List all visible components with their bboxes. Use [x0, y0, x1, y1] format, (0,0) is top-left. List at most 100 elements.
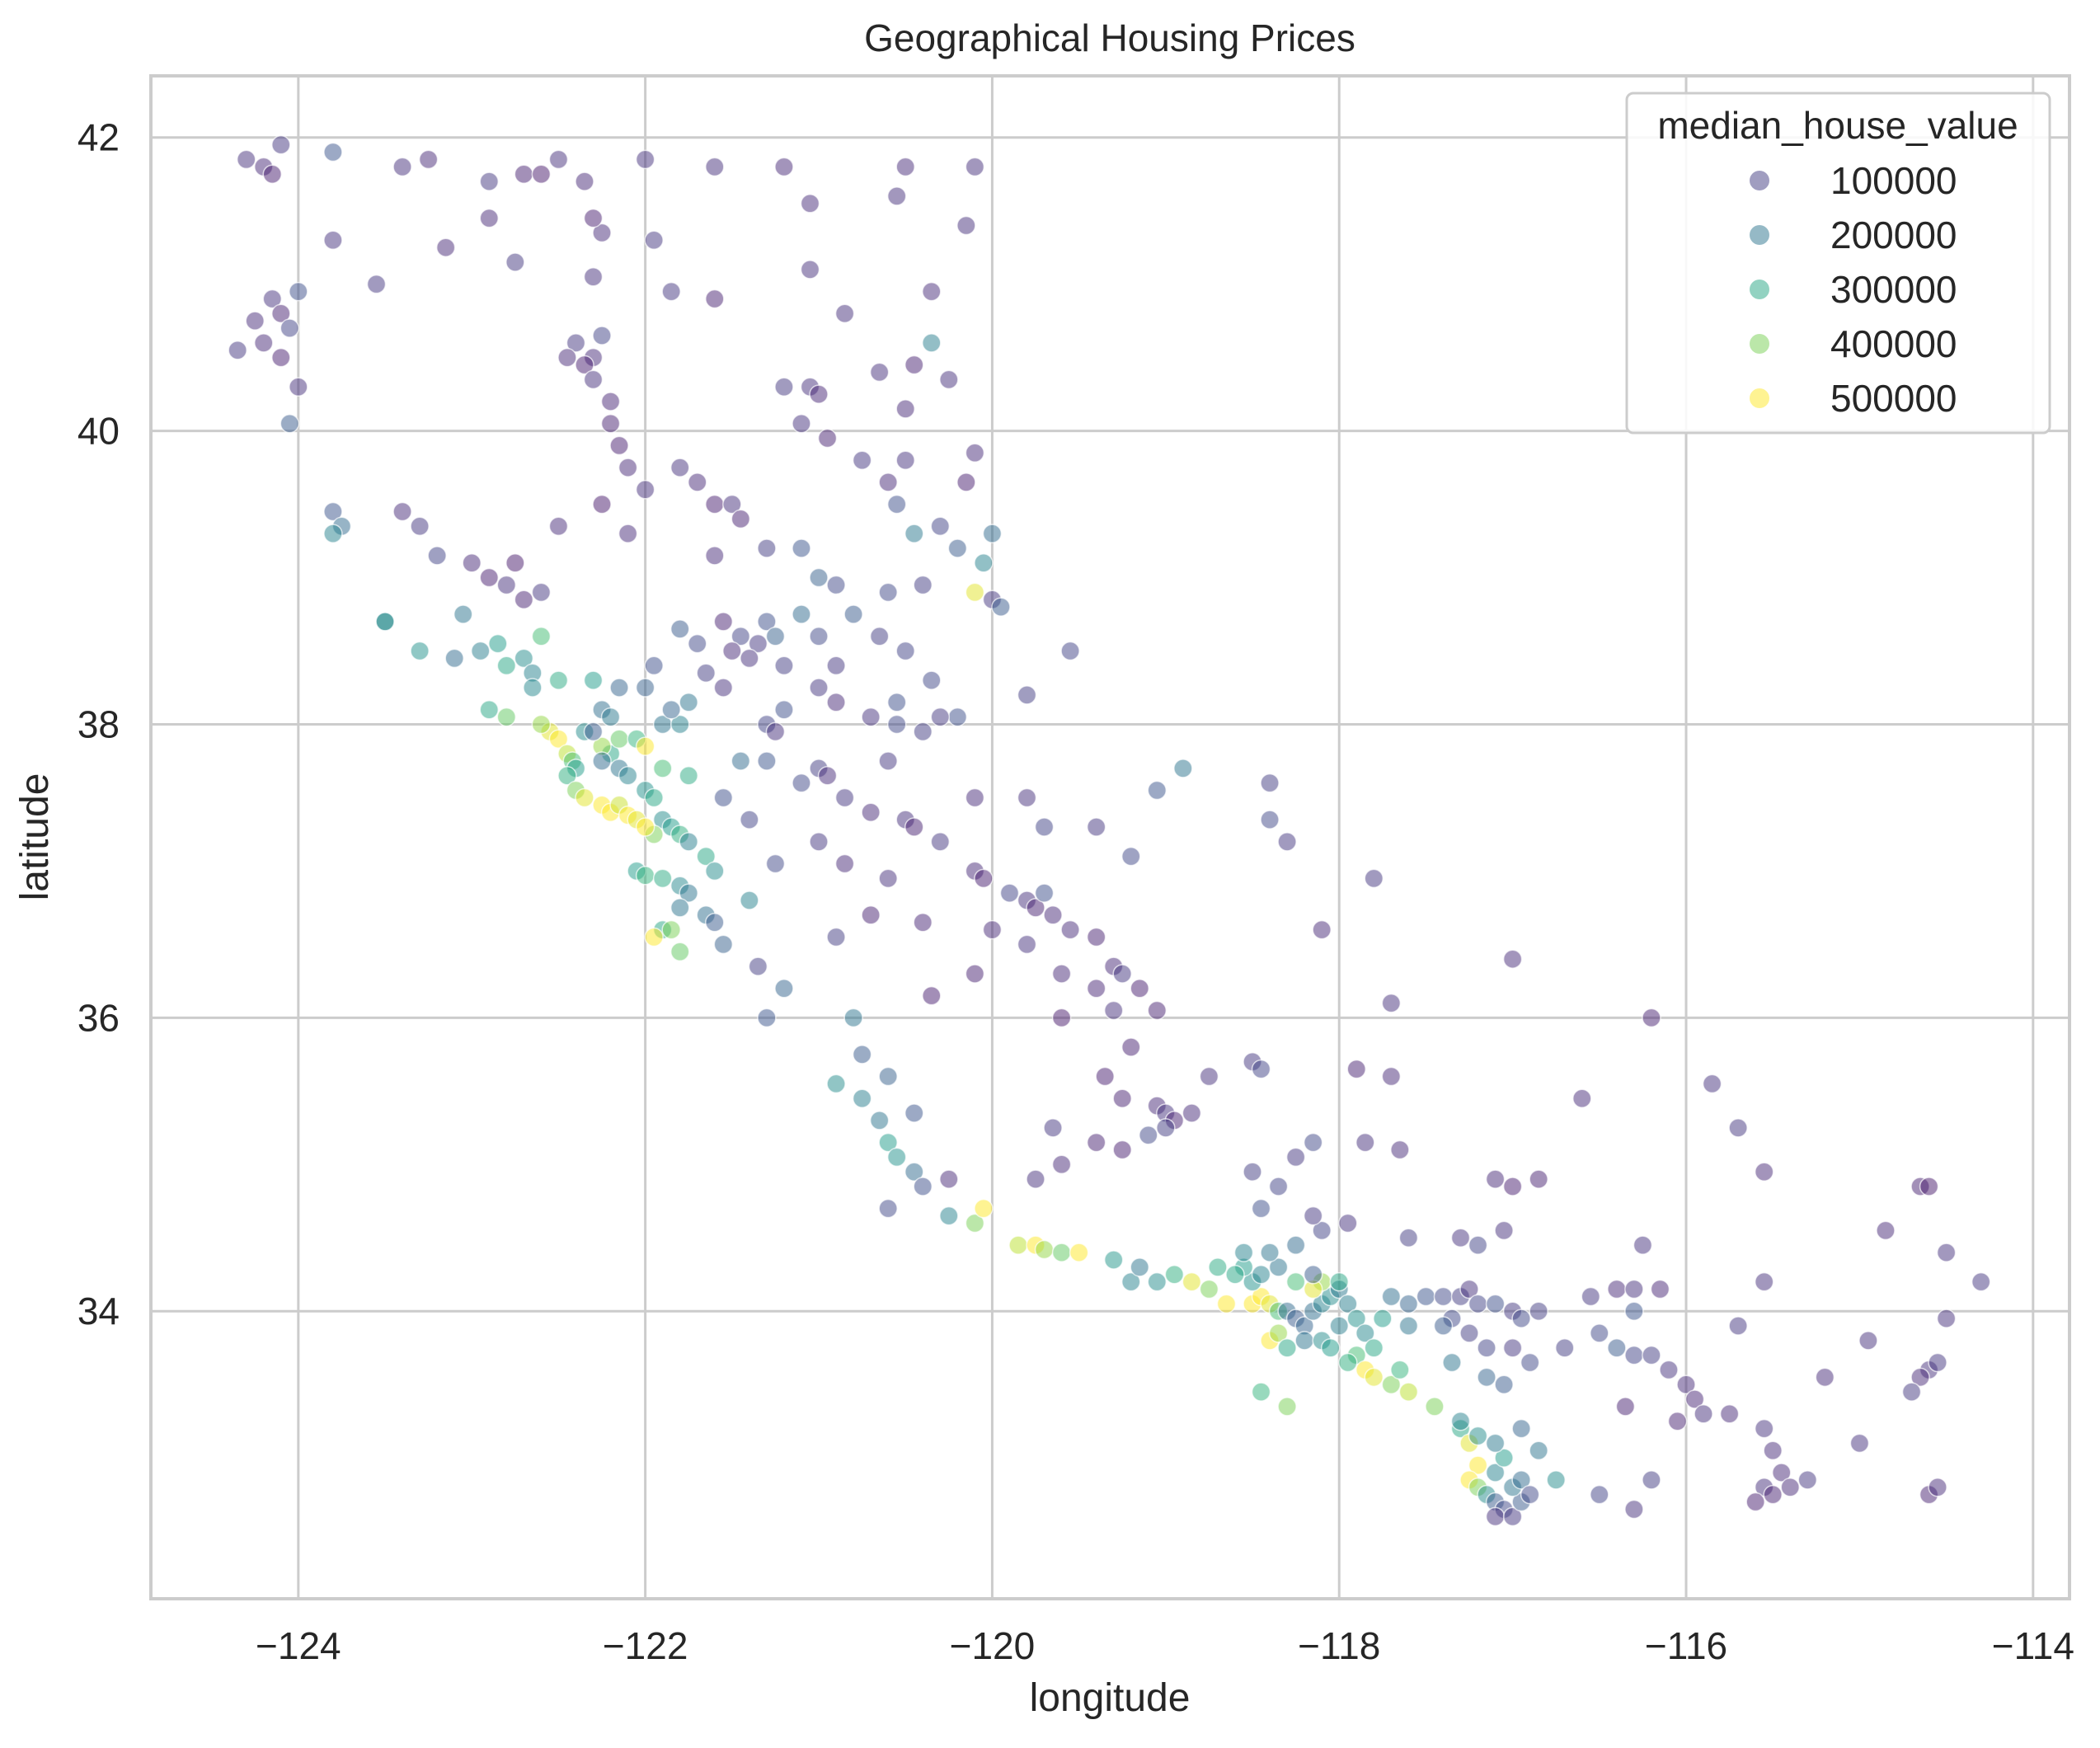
- data-point: [792, 773, 811, 793]
- data-point: [1260, 810, 1280, 829]
- data-point: [1112, 964, 1132, 984]
- legend: median_house_value 100000 200000 300000 400…: [1625, 92, 2051, 435]
- data-point: [965, 1213, 985, 1233]
- data-point: [1642, 1345, 1661, 1365]
- data-point: [1745, 1492, 1765, 1512]
- data-point: [531, 164, 552, 184]
- data-point: [878, 1198, 898, 1219]
- data-point: [609, 678, 629, 698]
- data-point: [1043, 905, 1063, 925]
- data-point: [1312, 1220, 1332, 1241]
- data-point: [1477, 1337, 1496, 1358]
- data-point: [635, 149, 655, 170]
- data-point: [757, 538, 777, 558]
- data-point: [323, 230, 343, 251]
- data-point: [531, 582, 552, 603]
- data-point: [1051, 1008, 1072, 1028]
- data-point: [1572, 1088, 1592, 1108]
- data-point: [965, 582, 985, 603]
- data-point: [792, 413, 811, 434]
- data-point: [982, 919, 1003, 940]
- data-point: [713, 612, 734, 632]
- data-point: [974, 868, 994, 889]
- data-point: [1390, 1360, 1410, 1380]
- data-point: [652, 759, 673, 778]
- data-point: [505, 553, 525, 573]
- data-point: [1520, 1352, 1540, 1373]
- data-point: [1277, 832, 1297, 852]
- data-point: [1502, 949, 1523, 969]
- data-point: [809, 678, 829, 698]
- data-point: [575, 172, 594, 191]
- legend-label: 400000: [1830, 322, 1957, 365]
- data-point: [1919, 1177, 1939, 1196]
- data-point: [904, 355, 924, 375]
- data-point: [505, 252, 525, 272]
- data-point: [1268, 1177, 1289, 1196]
- legend-marker: [1750, 225, 1769, 245]
- data-point: [1910, 1367, 1930, 1388]
- data-point: [1554, 1337, 1575, 1358]
- data-point: [1103, 1000, 1124, 1021]
- data-point: [462, 553, 482, 573]
- data-point: [1520, 1484, 1540, 1505]
- data-point: [1633, 1235, 1653, 1255]
- data-point: [965, 443, 985, 463]
- data-point: [1381, 1374, 1402, 1394]
- data-point: [392, 157, 412, 177]
- data-point: [895, 450, 915, 470]
- data-point: [435, 237, 456, 257]
- data-point: [922, 985, 942, 1006]
- data-point: [1728, 1118, 1748, 1138]
- data-point: [548, 729, 569, 749]
- data-point: [930, 516, 951, 537]
- data-point: [1260, 1243, 1280, 1262]
- data-point: [947, 538, 968, 558]
- data-point: [965, 964, 985, 984]
- data-point: [1502, 1177, 1523, 1196]
- data-point: [731, 751, 751, 771]
- data-point: [861, 802, 881, 823]
- data-point: [886, 494, 907, 515]
- data-point: [323, 524, 343, 543]
- data-point: [1329, 1316, 1349, 1336]
- data-point: [1173, 759, 1193, 778]
- data-point: [1285, 1147, 1306, 1168]
- data-point: [834, 853, 855, 874]
- legend-label: 100000: [1830, 159, 1957, 202]
- data-point: [1233, 1243, 1254, 1262]
- data-point: [1294, 1331, 1314, 1351]
- data-point: [956, 472, 976, 492]
- data-point: [418, 149, 439, 170]
- data-point: [679, 832, 698, 852]
- data-point: [765, 853, 786, 874]
- data-point: [1754, 1418, 1774, 1439]
- data-point: [878, 1132, 898, 1153]
- data-point: [913, 721, 933, 742]
- data-point: [366, 274, 387, 294]
- data-point: [1268, 1257, 1289, 1277]
- data-point: [809, 567, 829, 588]
- data-point: [531, 714, 552, 735]
- data-point: [1120, 1037, 1141, 1057]
- data-point: [1502, 1337, 1523, 1358]
- data-point: [1511, 1470, 1531, 1490]
- data-point: [228, 340, 247, 360]
- data-point: [965, 157, 985, 177]
- legend-label: 500000: [1830, 377, 1957, 420]
- data-point: [800, 260, 820, 280]
- data-point: [1026, 898, 1045, 918]
- data-point: [1112, 1088, 1132, 1108]
- data-point: [280, 413, 300, 434]
- data-point: [548, 670, 569, 690]
- data-point: [731, 626, 751, 646]
- legend-box: [1625, 92, 2051, 435]
- data-point: [1051, 1154, 1072, 1175]
- data-point: [1243, 1162, 1262, 1182]
- data-point: [514, 590, 534, 609]
- data-point: [843, 604, 863, 624]
- data-point: [548, 516, 569, 537]
- data-point: [774, 699, 794, 720]
- y-tick-label: 34: [78, 1290, 120, 1332]
- data-point: [280, 318, 300, 338]
